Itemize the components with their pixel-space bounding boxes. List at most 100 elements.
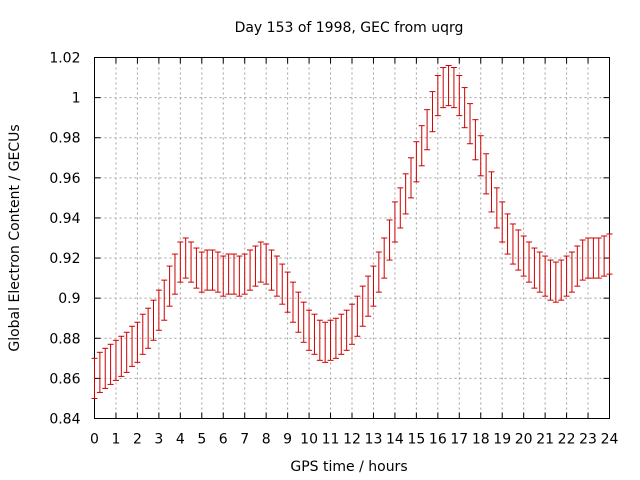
data-point <box>434 75 441 117</box>
data-point <box>402 173 409 215</box>
y-tick-label: 0.86 <box>49 371 80 387</box>
data-point <box>547 259 554 301</box>
data-point <box>359 285 366 327</box>
data-point <box>440 67 447 109</box>
data-point <box>601 235 608 277</box>
data-point <box>509 223 516 265</box>
x-tick-label: 8 <box>262 432 271 448</box>
x-tick-label: 18 <box>472 432 490 448</box>
data-point <box>284 271 291 313</box>
data-point <box>96 351 103 393</box>
x-tick-label: 2 <box>133 432 142 448</box>
x-tick-label: 21 <box>536 432 554 448</box>
data-point <box>606 233 613 275</box>
data-point <box>386 219 393 261</box>
data-point <box>193 247 200 289</box>
x-tick-label: 15 <box>407 432 425 448</box>
x-tick-label: 5 <box>197 432 206 448</box>
data-point <box>220 255 227 297</box>
data-point <box>520 235 527 277</box>
data-point <box>375 251 382 293</box>
data-point <box>161 279 168 321</box>
x-tick-label: 7 <box>240 432 249 448</box>
data-point <box>552 261 559 303</box>
data-point <box>327 319 334 361</box>
data-point <box>134 321 141 363</box>
data-point <box>322 321 329 363</box>
data-point <box>123 331 130 373</box>
y-tick-label: 0.98 <box>49 131 80 147</box>
data-point <box>112 339 119 381</box>
data-point <box>155 289 162 331</box>
data-point <box>182 237 189 279</box>
x-tick-label: 17 <box>450 432 468 448</box>
x-tick-label: 3 <box>154 432 163 448</box>
data-point <box>467 103 474 145</box>
data-point <box>568 251 575 293</box>
data-point <box>166 265 173 307</box>
data-point <box>230 253 237 295</box>
data-point <box>241 253 248 295</box>
data-point <box>477 135 484 177</box>
data-point <box>483 153 490 195</box>
data-point <box>365 275 372 317</box>
x-tick-label: 11 <box>322 432 340 448</box>
data-point <box>472 119 479 161</box>
x-tick-label: 10 <box>300 432 318 448</box>
data-point <box>488 171 495 213</box>
data-point <box>595 237 602 279</box>
data-point <box>590 237 597 279</box>
data-point <box>198 251 205 293</box>
data-point <box>145 307 152 349</box>
data-point <box>515 229 522 271</box>
x-tick-label: 0 <box>90 432 99 448</box>
data-point <box>247 249 254 291</box>
data-point <box>171 253 178 295</box>
data-point <box>413 141 420 183</box>
data-point <box>300 301 307 343</box>
data-point <box>273 255 280 297</box>
data-point <box>107 343 114 385</box>
data-point <box>499 201 506 243</box>
y-tick-label: 0.84 <box>49 412 80 428</box>
x-tick-label: 14 <box>386 432 404 448</box>
data-point <box>306 309 313 351</box>
y-tick-label: 1.02 <box>49 51 80 67</box>
x-tick-label: 16 <box>429 432 447 448</box>
y-tick-label: 0.96 <box>49 171 80 187</box>
y-tick-label: 0.9 <box>58 291 80 307</box>
data-point <box>311 313 318 355</box>
data-point <box>408 157 415 199</box>
x-axis-label: GPS time / hours <box>290 459 407 475</box>
x-tick-label: 13 <box>365 432 383 448</box>
data-point <box>118 335 125 377</box>
data-point <box>504 213 511 255</box>
data-point <box>445 65 452 107</box>
data-point <box>343 309 350 351</box>
x-tick-label: 12 <box>343 432 361 448</box>
data-point <box>289 281 296 323</box>
data-point <box>338 313 345 355</box>
data-point <box>381 237 388 279</box>
data-point <box>177 241 184 283</box>
grid-lines <box>94 57 610 419</box>
data-point <box>91 357 98 399</box>
data-point <box>129 325 136 367</box>
data-point <box>397 187 404 229</box>
data-point <box>558 259 565 301</box>
x-tick-label: 20 <box>515 432 533 448</box>
data-point <box>429 91 436 133</box>
data-point <box>214 251 221 293</box>
data-point <box>316 319 323 361</box>
data-point <box>295 291 302 333</box>
data-point <box>370 265 377 307</box>
data-point <box>257 241 264 283</box>
data-point <box>450 67 457 109</box>
data-point <box>585 237 592 279</box>
x-tick-label: 9 <box>283 432 292 448</box>
data-point <box>531 247 538 289</box>
data-point <box>418 125 425 167</box>
x-tick-label: 6 <box>219 432 228 448</box>
x-tick-label: 23 <box>579 432 597 448</box>
